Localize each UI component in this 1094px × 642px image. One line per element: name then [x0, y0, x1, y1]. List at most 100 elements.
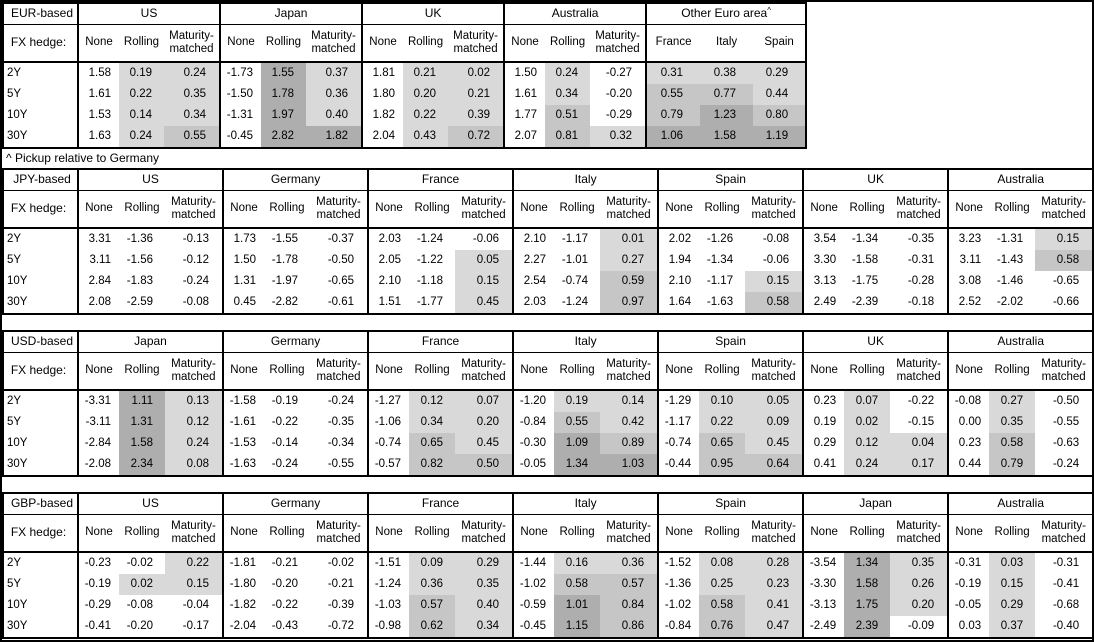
pickup-value-cell: -1.80: [222, 574, 265, 595]
column-header-maturity-matched: Maturity-matched: [165, 352, 224, 391]
pickup-value-cell: 0.32: [590, 126, 647, 148]
column-header-maturity-matched: Maturity-matched: [310, 514, 369, 553]
country-header-japan: Japan: [219, 3, 363, 25]
pickup-value-cell: -0.74: [561, 274, 589, 287]
pickup-value-cell: 0.23: [947, 433, 990, 454]
column-header-none: None: [222, 190, 265, 229]
pickup-value-cell: 0.55: [164, 126, 221, 148]
column-header-none: None: [367, 514, 410, 553]
pickup-value-cell: 0.19: [119, 62, 164, 84]
tenor-row-10y: 10Y -0.29 -0.08 -0.04 -1.82 -0.22 -0.39 -1.03 0.…: [3, 595, 1092, 616]
pickup-value-cell: 0.86: [600, 616, 659, 638]
tenor-row-30y: 30Y -0.41 -0.20 -0.17 -2.04 -0.43 -0.72 -0.98 0.…: [3, 616, 1092, 638]
pickup-value-cell: -1.55: [271, 232, 299, 245]
tenor-row-30y: 30Y 2.08 -2.59 -0.08 0.45 -2.82 -0.61 1.51 -1.77…: [3, 292, 1092, 314]
pickup-value-cell: 3.13: [802, 271, 845, 292]
fx-hedge-label: FX hedge:: [3, 514, 79, 553]
pickup-value-cell: 0.65: [409, 433, 456, 454]
pickup-value-cell: 0.24: [545, 62, 591, 84]
base-currency-label: EUR-based: [3, 3, 79, 25]
column-header-none: None: [367, 352, 410, 391]
pickup-value-cell: 0.12: [844, 433, 891, 454]
column-header-rolling: Rolling: [264, 352, 311, 391]
pickup-value-cell: -1.27: [367, 390, 410, 412]
pickup-value-cell: -0.02: [327, 556, 355, 569]
column-header-rolling: Rolling: [844, 514, 891, 553]
pickup-value-cell: 0.01: [600, 228, 659, 250]
pickup-value-cell: 2.52: [947, 292, 990, 314]
pickup-value-cell: -0.37: [327, 232, 355, 245]
column-header-maturity-matched: Maturity-matched: [600, 514, 659, 553]
pickup-value-cell: 0.40: [306, 105, 363, 126]
pickup-value-cell: -0.72: [327, 619, 355, 632]
pickup-value-cell: -0.57: [367, 454, 410, 476]
table-gbp-based: GBP-based US Germany France Italy Spain Japan A…: [2, 492, 1092, 639]
pickup-value-cell: -0.68: [1052, 598, 1080, 611]
pickup-value-cell: -0.19: [77, 574, 119, 595]
pickup-value-cell: 0.55: [554, 412, 601, 433]
pickup-value-cell: 0.58: [989, 433, 1036, 454]
pickup-value-cell: 0.08: [165, 454, 224, 476]
column-header-maturity-matched: Maturity-matched: [600, 190, 659, 229]
pickup-value-cell: -0.63: [1052, 436, 1080, 449]
column-header-rolling: Rolling: [989, 190, 1036, 229]
pickup-value-cell: -0.04: [182, 598, 210, 611]
pickup-value-cell: 0.24: [164, 62, 221, 84]
column-header-rolling: Rolling: [989, 514, 1036, 553]
pickup-value-cell: 3.23: [947, 228, 990, 250]
pickup-value-cell: -0.84: [657, 616, 700, 638]
pickup-value-cell: -1.52: [657, 552, 700, 574]
pickup-value-cell: 0.34: [545, 84, 591, 105]
pickup-value-cell: -1.83: [126, 274, 153, 287]
pickup-value-cell: 1.58: [700, 126, 754, 148]
pickup-value-cell: 2.54: [512, 271, 555, 292]
column-header-rolling: Rolling: [554, 190, 601, 229]
pickup-value-cell: -0.29: [605, 108, 633, 121]
pickup-value-cell: -0.24: [182, 274, 210, 287]
pickup-value-cell: 0.45: [745, 433, 804, 454]
footnote-pickup-relative-to-germany: ^ Pickup relative to Germany: [6, 151, 160, 165]
pickup-value-cell: 1.11: [119, 390, 165, 412]
tenor-label: 10Y: [3, 271, 79, 292]
pickup-value-cell: 0.84: [600, 595, 659, 616]
pickup-value-cell: -0.41: [1052, 577, 1080, 590]
pickup-value-cell: 2.10: [512, 228, 555, 250]
spacer: [2, 315, 1092, 330]
pickup-value-cell: 1.61: [503, 84, 546, 105]
pickup-value-cell: -1.73: [219, 62, 262, 84]
column-header-rolling: Rolling: [409, 514, 456, 553]
pickup-value-cell: -1.18: [416, 274, 444, 287]
pickup-value-cell: 1.58: [77, 62, 119, 84]
pickup-value-cell: 0.10: [699, 390, 746, 412]
pickup-value-cell: 0.09: [745, 412, 804, 433]
table-usd-based: USD-based Japan Germany France Italy Spain UK A…: [2, 330, 1092, 477]
pickup-value-cell: 1.50: [222, 250, 265, 271]
pickup-value-cell: 0.14: [119, 105, 164, 126]
pickup-value-cell: -1.77: [416, 295, 444, 308]
pickup-value-cell: 2.10: [367, 271, 410, 292]
pickup-value-cell: -1.53: [222, 433, 265, 454]
pickup-value-cell: 0.20: [455, 412, 514, 433]
pickup-value-cell: 2.05: [367, 250, 410, 271]
pickup-value-cell: 0.15: [1035, 228, 1092, 250]
pickup-value-cell: -0.13: [182, 232, 210, 245]
pickup-value-cell: 3.11: [77, 250, 119, 271]
country-header-germany: Germany: [222, 493, 369, 515]
column-header-maturity-matched: Maturity-matched: [1035, 352, 1092, 391]
pickup-value-cell: -1.31: [996, 232, 1024, 245]
pickup-value-cell: -0.74: [657, 433, 700, 454]
column-header-none: None: [802, 514, 845, 553]
pickup-value-cell: -0.06: [762, 253, 790, 266]
pickup-value-cell: -0.84: [512, 412, 555, 433]
pickup-value-cell: 1.15: [554, 616, 601, 638]
pickup-value-cell: -0.30: [512, 433, 555, 454]
pickup-value-cell: -0.66: [1052, 295, 1080, 308]
gbp-based-table: GBP-based US Germany France Italy Spain Japan A…: [2, 492, 1092, 639]
column-header-none: None: [503, 24, 546, 63]
country-header-spain: Spain: [657, 331, 804, 353]
pickup-value-cell: 0.17: [890, 454, 949, 476]
pickup-value-cell: 1.03: [600, 454, 659, 476]
pickup-value-cell: 0.20: [890, 595, 949, 616]
pickup-value-cell: 0.03: [947, 616, 990, 638]
pickup-value-cell: -0.23: [77, 552, 119, 574]
